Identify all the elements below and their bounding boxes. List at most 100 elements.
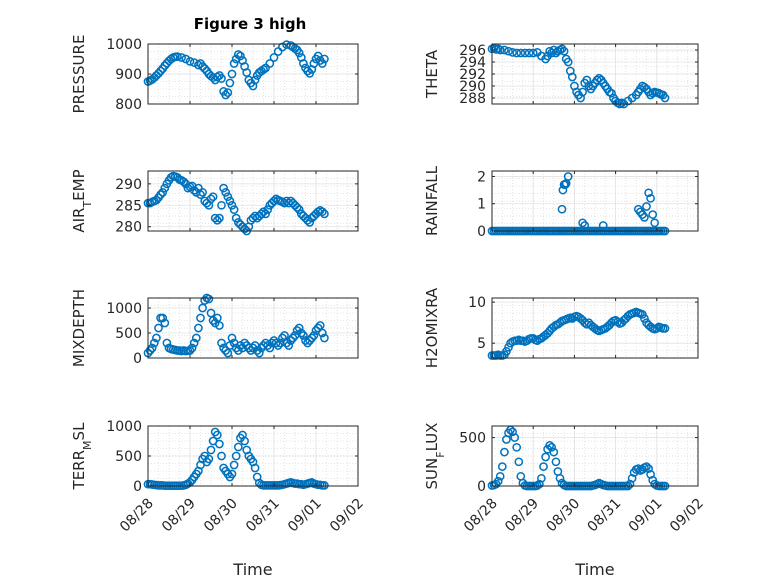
data-point: [317, 59, 327, 68]
data-point: [240, 436, 249, 446]
y-tick-label: 500: [459, 431, 486, 447]
data-point: [223, 348, 233, 358]
data-point: [227, 469, 237, 479]
axes-box: [491, 425, 699, 487]
data-point: [493, 476, 503, 486]
data-point: [500, 447, 509, 457]
data-point: [227, 333, 237, 343]
data-point: [640, 314, 649, 323]
axes-box: [491, 170, 699, 232]
y-tick-label: 500: [115, 449, 142, 465]
data-point: [551, 457, 561, 467]
data-point: [206, 308, 216, 318]
x-axis-label: Time: [232, 560, 272, 579]
data-point: [502, 347, 511, 356]
data-point: [535, 479, 544, 489]
data-point: [261, 209, 270, 219]
figure-title: Figure 3 high: [194, 15, 307, 33]
data-point: [147, 343, 157, 353]
data-point: [145, 346, 155, 355]
data-point: [225, 78, 235, 88]
data-point: [217, 74, 226, 83]
data-point: [194, 60, 203, 70]
data-point: [317, 328, 327, 338]
data-point: [598, 221, 608, 230]
data-point: [227, 69, 237, 79]
data-point: [320, 481, 329, 490]
data-point: [520, 48, 530, 58]
data-point: [221, 346, 231, 355]
data-point: [236, 51, 245, 61]
data-point: [233, 50, 243, 59]
data-point: [215, 213, 224, 223]
data-point: [187, 343, 197, 353]
data-point: [185, 346, 195, 355]
data-point: [303, 215, 312, 225]
data-point: [500, 45, 509, 55]
series-points: [487, 307, 670, 360]
data-point: [560, 180, 570, 189]
data-point: [273, 341, 283, 350]
data-point: [613, 317, 623, 327]
y-tick-label: 0: [477, 479, 486, 495]
data-point: [198, 188, 207, 197]
data-point: [652, 324, 662, 333]
data-point: [206, 445, 216, 455]
data-point: [557, 44, 567, 54]
data-point: [512, 442, 522, 452]
panel-pressure: 800 900 1000 PRESSURE: [70, 35, 359, 113]
data-point: [504, 46, 513, 56]
y-tick-label: 1000: [106, 301, 142, 317]
data-point: [650, 218, 660, 228]
data-point: [294, 205, 304, 214]
data-point: [231, 213, 241, 223]
series-points: [487, 43, 670, 109]
y-tick-label: 900: [115, 67, 142, 83]
data-point: [221, 90, 231, 100]
data-point: [269, 53, 279, 62]
data-point: [240, 224, 249, 234]
y-tick-label: 2: [477, 169, 486, 185]
data-point: [250, 463, 260, 473]
data-point: [299, 331, 308, 340]
data-point: [204, 454, 214, 464]
data-point: [299, 59, 308, 68]
axes-box: [147, 297, 359, 359]
data-point: [162, 338, 172, 348]
y-tick-label: 296: [459, 43, 486, 59]
y-tick-label: 285: [115, 198, 142, 214]
data-point: [627, 473, 637, 483]
data-point: [196, 190, 205, 199]
data-point: [508, 48, 517, 57]
data-point: [154, 323, 163, 333]
data-point: [229, 205, 239, 214]
data-point: [177, 53, 186, 62]
data-point: [648, 210, 658, 219]
data-point: [189, 338, 199, 348]
data-point: [156, 190, 165, 199]
data-point: [191, 188, 201, 197]
y-tick-label: 1000: [106, 419, 142, 435]
data-point: [212, 72, 222, 82]
data-point: [265, 59, 275, 68]
data-point: [537, 473, 546, 483]
data-point: [514, 457, 524, 467]
data-point: [633, 464, 643, 473]
data-point: [219, 183, 228, 193]
data-point: [217, 338, 226, 348]
data-point: [221, 188, 231, 197]
data-point: [179, 177, 189, 187]
data-point: [563, 172, 573, 181]
data-point: [292, 203, 302, 212]
data-point: [510, 433, 520, 442]
data-point: [208, 192, 218, 202]
panel-air_temp: 280 285 290 AIRTEMP: [70, 169, 359, 236]
data-point: [154, 69, 163, 78]
y-tick-label: 1: [477, 197, 486, 213]
data-point: [229, 460, 239, 470]
y-tick-label: 500: [115, 326, 142, 342]
y-axis-label: H2OMIXRA: [423, 287, 441, 368]
data-point: [305, 218, 315, 227]
data-point: [286, 336, 296, 345]
